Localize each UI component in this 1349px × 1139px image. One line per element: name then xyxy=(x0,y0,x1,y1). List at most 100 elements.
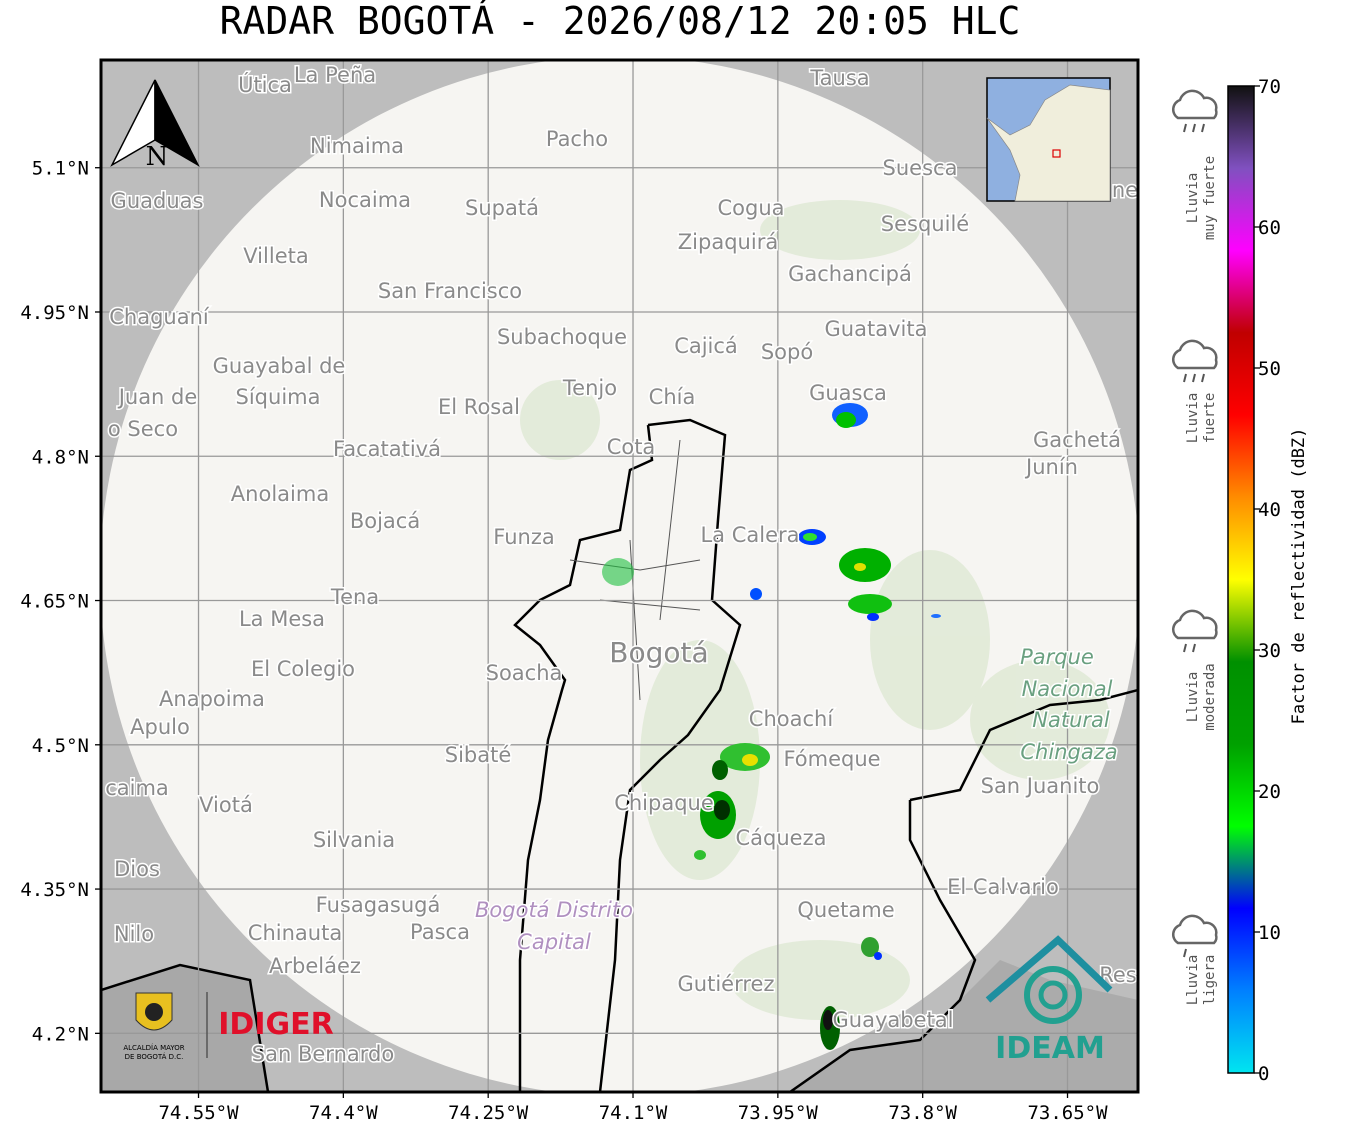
place-label: Suesca xyxy=(883,156,958,180)
place-label: El Calvario xyxy=(947,875,1059,899)
place-label: Viotá xyxy=(199,793,253,817)
place-label: Nacional xyxy=(1022,677,1113,701)
department-border xyxy=(101,800,977,1092)
place-label: Gachetá xyxy=(1033,428,1121,452)
rain-legend-label: fuerte xyxy=(1202,393,1218,444)
place-label: Nilo xyxy=(114,922,154,946)
place-label: Parque xyxy=(1020,645,1094,669)
place-label: Choachí xyxy=(749,707,835,731)
place-label: Sibaté xyxy=(445,743,512,767)
colorbar-tick-label: 20 xyxy=(1258,781,1281,803)
colorbar: 0 10 20 30 40 50 60 70 Factor de reflectividad (… xyxy=(1227,76,1309,1085)
ideam-text: IDEAM xyxy=(995,1031,1105,1066)
place-label: Bogotá xyxy=(609,636,708,669)
place-label: Facatativá xyxy=(333,437,441,461)
district-border xyxy=(513,418,742,1092)
place-label: Pasca xyxy=(410,920,470,944)
place-label: San Francisco xyxy=(378,279,522,303)
north-label: N xyxy=(146,142,169,172)
alcaldia-text: DE BOGOTÁ D.C. xyxy=(125,1052,184,1061)
rain-drop xyxy=(1183,948,1187,958)
place-label: Chinauta xyxy=(248,921,342,945)
place-label: Chía xyxy=(649,385,696,409)
department-border xyxy=(909,688,1138,1092)
place-label: Cogua xyxy=(717,196,784,220)
place-label: Bogotá Distrito xyxy=(475,898,633,922)
y-tick-label: 4.5°N xyxy=(32,735,89,757)
place-label: Fómeque xyxy=(783,747,880,771)
place-label: ne xyxy=(1112,178,1138,202)
rain-legend-label: Lluvia xyxy=(1185,672,1201,723)
radar-echoes xyxy=(602,403,941,1050)
place-label: Sesquilé xyxy=(881,212,969,236)
y-tick-label: 4.35°N xyxy=(20,879,89,901)
place-label: Útica xyxy=(238,72,292,97)
inset-map xyxy=(986,77,1111,202)
rain-drop xyxy=(1183,643,1187,653)
rain-drop xyxy=(1183,373,1187,383)
place-label: Anolaima xyxy=(231,482,329,506)
place-label: Gutiérrez xyxy=(678,972,775,996)
colorbar-tick-label: 30 xyxy=(1258,640,1281,662)
place-label: Cota xyxy=(607,435,656,459)
rain-legend-label: Lluvia xyxy=(1185,173,1201,224)
y-tick-label: 4.65°N xyxy=(20,591,89,613)
place-label: Zipaquirá xyxy=(678,230,778,254)
place-label: Junín xyxy=(1024,455,1078,479)
place-label: Dios xyxy=(114,857,160,881)
place-label: Cáqueza xyxy=(736,826,827,850)
place-label: La Peña xyxy=(294,63,376,87)
colorbar-tick-label: 0 xyxy=(1258,1063,1269,1085)
rain-drop xyxy=(1201,373,1205,383)
place-label: Villeta xyxy=(243,244,308,268)
y-tick-label: 4.95°N xyxy=(20,302,89,324)
place-label: Bojacá xyxy=(350,509,420,533)
place-label: El Rosal xyxy=(438,395,520,419)
colorbar-tick-label: 10 xyxy=(1258,922,1281,944)
north-arrow: N xyxy=(110,79,200,172)
idiger-logo: IDIGER xyxy=(218,1007,333,1042)
place-label: Guayabal de xyxy=(213,354,346,378)
place-label: La Mesa xyxy=(239,607,325,631)
place-label: San Juanito xyxy=(981,774,1100,798)
place-label: Juan de xyxy=(117,385,198,409)
place-label: o Seco xyxy=(108,417,178,441)
place-label: Chingaza xyxy=(1020,740,1117,764)
place-label: La Calera xyxy=(700,523,799,547)
place-label: Quetame xyxy=(797,898,894,922)
x-tick-label: 73.95°W xyxy=(738,1102,819,1124)
place-label: Tena xyxy=(330,585,379,609)
place-label: Supatá xyxy=(465,196,539,220)
place-label: Silvania xyxy=(313,828,395,852)
place-label: Nimaima xyxy=(310,134,404,158)
place-label: Subachoque xyxy=(497,325,627,349)
alcaldia-text: ALCALDÍA MAYOR xyxy=(123,1043,184,1052)
rain-legend-label: ligera xyxy=(1202,955,1218,1006)
colorbar-tick-label: 50 xyxy=(1258,358,1281,380)
place-label: Tausa xyxy=(809,66,869,90)
place-label: Funza xyxy=(493,525,554,549)
place-label: Sopó xyxy=(761,340,813,364)
place-label: Anapoima xyxy=(159,687,265,711)
place-label: San Bernardo xyxy=(252,1042,394,1066)
place-label: Tenjo xyxy=(562,376,617,400)
rain-drop xyxy=(1192,373,1196,383)
place-label: Arbeláez xyxy=(269,954,361,978)
colorbar-tick-label: 70 xyxy=(1258,76,1281,98)
colorbar-tick-label: 40 xyxy=(1258,499,1281,521)
colorbar-label: Factor de reflectividad (dBZ) xyxy=(1289,428,1309,725)
rain-drop xyxy=(1201,123,1205,133)
colorbar-tick-label: 60 xyxy=(1258,217,1281,239)
rain-legend-label: muy fuerte xyxy=(1202,156,1218,240)
x-tick-label: 74.25°W xyxy=(448,1102,529,1124)
x-tick-label: 74.1°W xyxy=(599,1102,668,1124)
rain-drop xyxy=(1192,643,1196,653)
alcaldia-logo: ALCALDÍA MAYOR DE BOGOTÁ D.C. xyxy=(123,992,208,1061)
place-label: Guaduas xyxy=(111,189,204,213)
place-label: Capital xyxy=(517,930,591,954)
map-frame xyxy=(99,58,1140,1094)
place-label: Gachancipá xyxy=(788,262,912,286)
place-label: Apulo xyxy=(130,715,190,739)
